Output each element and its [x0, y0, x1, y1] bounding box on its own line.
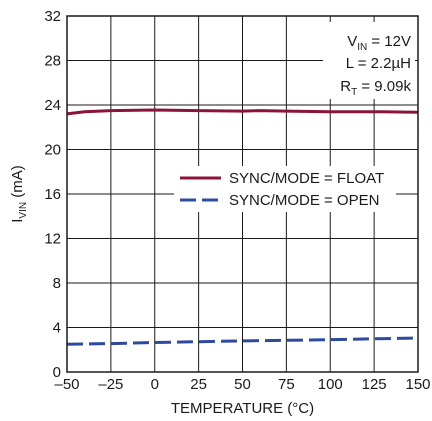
series-layer [66, 108, 419, 346]
x-tick-label: 75 [278, 376, 295, 393]
y-tick-label: 12 [44, 231, 61, 248]
legend-background [174, 166, 396, 212]
x-tick-label: 25 [190, 376, 207, 393]
x-tick-labels: –50 –25 0 25 50 75 100 125 150 [54, 376, 430, 393]
legend-label-open: SYNC/MODE = OPEN [229, 192, 379, 209]
x-tick-label: 100 [318, 376, 343, 393]
y-tick-label: 20 [44, 142, 61, 159]
condition-annotations: VIN = 12V L = 2.2µH RT = 9.09k [323, 22, 415, 99]
series-line-open [66, 336, 419, 346]
y-axis-title-main: I [9, 219, 26, 223]
y-axis-title: IVIN (mA) [9, 165, 29, 223]
x-tick-label: 50 [234, 376, 251, 393]
x-tick-label: 125 [362, 376, 387, 393]
y-tick-label: 0 [53, 364, 61, 381]
y-tick-label: 32 [44, 8, 61, 25]
y-tick-label: 24 [44, 97, 61, 114]
x-axis-title: TEMPERATURE (°C) [171, 400, 314, 417]
y-tick-label: 8 [53, 275, 61, 292]
y-tick-label: 16 [44, 186, 61, 203]
annotation-vin: VIN = 12V [347, 33, 411, 53]
legend-label-float: SYNC/MODE = FLOAT [229, 170, 384, 187]
y-tick-labels: 0 4 8 12 16 20 24 28 32 [44, 8, 61, 381]
x-tick-label: 0 [151, 376, 159, 393]
annotation-inductor: L = 2.2µH [346, 55, 411, 72]
legend: SYNC/MODE = FLOAT SYNC/MODE = OPEN [174, 166, 396, 212]
annotation-background [323, 22, 415, 99]
x-tick-label: –50 [54, 376, 79, 393]
y-axis-title-unit: (mA) [9, 165, 26, 202]
x-tick-label: 150 [405, 376, 430, 393]
y-axis-title-sub: VIN [18, 202, 29, 219]
y-tick-label: 4 [53, 320, 61, 337]
y-tick-label: 28 [44, 53, 61, 70]
x-tick-label: –25 [98, 376, 123, 393]
plot-frame [66, 15, 419, 373]
series-line-float [66, 108, 419, 116]
annotation-rt: RT = 9.09k [340, 78, 411, 98]
